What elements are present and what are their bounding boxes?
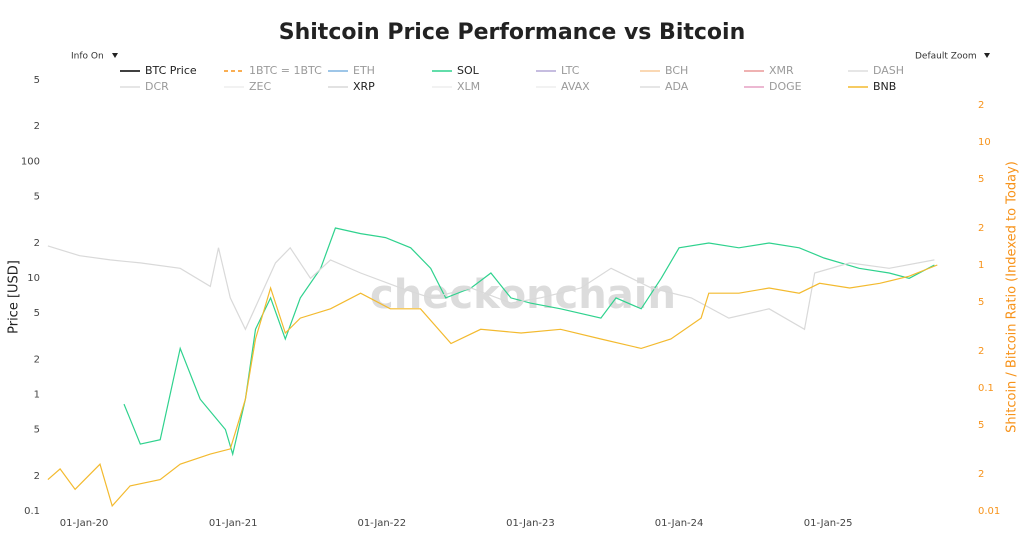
watermark: checkonchain xyxy=(370,272,676,318)
y2-tick-label: 2 xyxy=(978,346,984,357)
x-tick-label: 01-Jan-25 xyxy=(804,518,853,529)
y-axis-title: Price [USD] xyxy=(7,260,22,334)
y2-tick-label: 5 xyxy=(978,297,984,308)
legend-item[interactable]: XRP xyxy=(328,80,375,93)
legend-label: XMR xyxy=(769,64,794,77)
series-line xyxy=(47,245,935,331)
y-tick-label: 5 xyxy=(34,75,40,86)
legend-label: SOL xyxy=(457,64,480,77)
legend-item[interactable]: DOGE xyxy=(744,80,802,93)
legend-label: DOGE xyxy=(769,80,802,93)
chart-title: Shitcoin Price Performance vs Bitcoin xyxy=(279,20,745,45)
y-tick-label: 0.1 xyxy=(24,506,40,517)
y2-axis-title: Shitcoin / Bitcoin Ratio (Indexed to Tod… xyxy=(1005,161,1020,433)
legend-label: BCH xyxy=(665,64,688,77)
y-tick-label: 2 xyxy=(34,121,40,132)
y2-tick-label: 0.1 xyxy=(978,383,994,394)
y2-tick-label: 10 xyxy=(978,137,991,148)
x-tick-label: 01-Jan-20 xyxy=(60,518,109,529)
y-tick-label: 2 xyxy=(34,471,40,482)
series-line xyxy=(47,264,938,508)
legend-item[interactable]: XLM xyxy=(432,80,480,93)
y2-tick-label: 1 xyxy=(978,260,984,271)
legend-item[interactable]: 1BTC = 1BTC xyxy=(224,64,322,77)
legend-label: DASH xyxy=(873,64,904,77)
legend-label: BTC Price xyxy=(145,64,197,77)
info-toggle[interactable]: Info On xyxy=(71,52,118,62)
legend-label: XRP xyxy=(353,80,375,93)
y2-tick-label: 2 xyxy=(978,100,984,111)
legend-item[interactable]: DCR xyxy=(120,80,169,93)
legend-item[interactable]: LTC xyxy=(536,64,580,77)
legend-label: 1BTC = 1BTC xyxy=(249,64,322,77)
y-tick-label: 5 xyxy=(34,308,40,319)
legend-label: AVAX xyxy=(561,80,590,93)
legend-label: XLM xyxy=(457,80,480,93)
legend-item[interactable]: AVAX xyxy=(536,80,590,93)
x-tick-label: 01-Jan-23 xyxy=(506,518,555,529)
y-tick-label: 5 xyxy=(34,425,40,436)
y-tick-label: 2 xyxy=(34,238,40,249)
legend-item[interactable]: DASH xyxy=(848,64,904,77)
y2-tick-label: 2 xyxy=(978,223,984,234)
legend-label: DCR xyxy=(145,80,169,93)
zoom-select[interactable]: Default Zoom xyxy=(915,52,990,62)
legend-item[interactable]: ZEC xyxy=(224,80,271,93)
info-toggle-label[interactable]: Info On xyxy=(71,52,104,62)
x-tick-label: 01-Jan-21 xyxy=(209,518,258,529)
y2-tick-label: 5 xyxy=(978,420,984,431)
y2-tick-label: 5 xyxy=(978,174,984,185)
legend-label: LTC xyxy=(561,64,580,77)
zoom-select-label[interactable]: Default Zoom xyxy=(915,52,977,62)
legend-label: ETH xyxy=(353,64,375,77)
legend-label: ZEC xyxy=(249,80,271,93)
legend-item[interactable]: ETH xyxy=(328,64,375,77)
legend-item[interactable]: BCH xyxy=(640,64,688,77)
legend-label: BNB xyxy=(873,80,896,93)
legend-label: ADA xyxy=(665,80,689,93)
x-tick-label: 01-Jan-24 xyxy=(655,518,704,529)
y-tick-label: 10 xyxy=(27,273,40,284)
dropdown-arrow xyxy=(984,53,990,58)
y-tick-label: 2 xyxy=(34,354,40,365)
legend-item[interactable]: BNB xyxy=(848,80,896,93)
y2-tick-label: 2 xyxy=(978,469,984,480)
legend-item[interactable]: SOL xyxy=(432,64,480,77)
legend-item[interactable]: XMR xyxy=(744,64,794,77)
y2-tick-label: 0.01 xyxy=(978,506,1000,517)
x-tick-label: 01-Jan-22 xyxy=(357,518,406,529)
legend-item[interactable]: ADA xyxy=(640,80,689,93)
series-line xyxy=(123,227,935,457)
legend-item[interactable]: BTC Price xyxy=(120,64,197,77)
y-tick-label: 100 xyxy=(21,156,40,167)
y-tick-label: 1 xyxy=(34,389,40,400)
y-tick-label: 5 xyxy=(34,191,40,202)
dropdown-arrow xyxy=(112,53,118,58)
